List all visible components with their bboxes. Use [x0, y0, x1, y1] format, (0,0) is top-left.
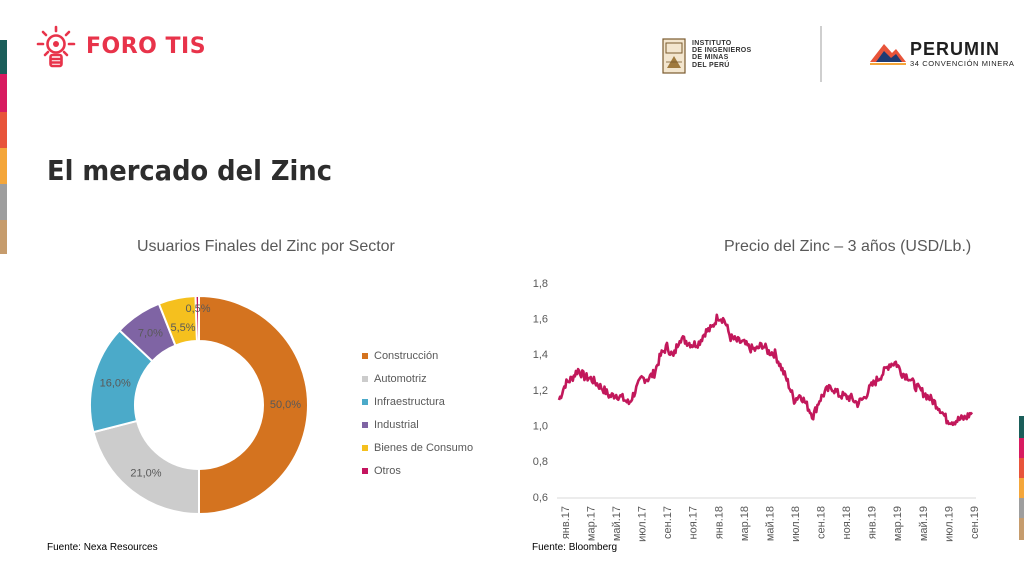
stripe-segment	[1019, 438, 1024, 458]
legend-label: Bienes de Consumo	[374, 441, 474, 454]
legend-item: Bienes de Consumo	[362, 436, 473, 459]
x-tick-label: май.18	[764, 506, 776, 541]
donut-slice	[194, 294, 200, 343]
slice-data-label: 16,0%	[100, 377, 131, 389]
x-tick-label: ноя.18	[841, 506, 853, 539]
zinc-price-line	[557, 313, 974, 427]
legend-item: Otros	[362, 459, 473, 482]
legend-label: Otros	[374, 464, 401, 477]
slice-data-label: 0,5%	[185, 303, 210, 315]
mountain-logo-icon	[870, 44, 906, 65]
x-tick-label: мар.19	[892, 506, 904, 541]
stripe-segment	[1019, 518, 1024, 540]
legend-swatch	[362, 444, 368, 451]
x-tick-label: сен.18	[816, 506, 828, 539]
stripe-segment	[1019, 478, 1024, 498]
stripe-segment	[0, 112, 7, 148]
line-chart-title: Precio del Zinc – 3 años (USD/Lb.)	[724, 238, 972, 255]
stripe-segment	[0, 184, 7, 220]
institute-line: INSTITUTO	[692, 40, 732, 47]
stripe-segment	[0, 74, 7, 112]
source-note: Fuente: Bloomberg	[532, 542, 618, 553]
slice-data-label: 5,5%	[170, 322, 195, 334]
y-tick-label: 1,8	[533, 278, 548, 290]
brand-name: FORO TIS	[86, 34, 207, 59]
page-title: El mercado del Zinc	[47, 154, 332, 187]
y-tick-label: 0,8	[533, 456, 548, 468]
x-tick-label: июл.17	[637, 506, 649, 542]
donut-slice	[198, 294, 309, 516]
x-tick-label: ноя.17	[688, 506, 700, 539]
x-tick-label: мар.18	[739, 506, 751, 541]
institute-name: INSTITUTO DE INGENIEROS DE MINAS DEL PER…	[692, 40, 752, 69]
lightbulb-logo-icon	[36, 25, 76, 68]
legend-label: Construcción	[374, 349, 439, 362]
stripe-segment	[0, 148, 7, 184]
x-tick-label: июл.19	[943, 506, 955, 542]
legend-label: Industrial	[374, 418, 419, 431]
legend-swatch	[362, 375, 368, 382]
legend-swatch	[362, 398, 368, 405]
y-tick-label: 1,2	[533, 385, 548, 397]
y-tick-label: 1,4	[533, 349, 548, 361]
x-tick-label: май.17	[611, 506, 623, 541]
y-tick-label: 0,6	[533, 492, 548, 504]
source-note: Fuente: Nexa Resources	[47, 542, 158, 553]
stripe-segment	[1019, 498, 1024, 518]
perumin-subtitle: 34 CONVENCIÓN MINERA	[910, 59, 1015, 68]
donut-chart-title: Usuarios Finales del Zinc por Sector	[137, 238, 395, 255]
x-tick-label: янв.19	[867, 506, 879, 539]
legend-item: Industrial	[362, 413, 473, 436]
slice-data-label: 50,0%	[270, 399, 301, 411]
stripe-segment	[1019, 458, 1024, 478]
legend-label: Automotriz	[374, 372, 427, 385]
legend-item: Automotriz	[362, 367, 473, 390]
slice-data-label: 7,0%	[138, 327, 163, 339]
y-tick-label: 1,0	[533, 421, 548, 433]
institute-line: DEL PERÚ	[692, 61, 730, 69]
x-tick-label: сен.19	[969, 506, 981, 539]
donut-legend: Construcción Automotriz Infraestructura Ind…	[362, 344, 473, 482]
legend-item: Construcción	[362, 344, 473, 367]
stripe-segment	[1019, 416, 1024, 438]
institute-line: DE MINAS	[692, 54, 729, 62]
perumin-name: PERUMIN	[910, 39, 1001, 59]
x-tick-label: сен.17	[662, 506, 674, 539]
x-tick-label: мар.17	[585, 506, 597, 541]
legend-swatch	[362, 467, 368, 474]
stripe-segment	[0, 220, 7, 254]
legend-swatch	[362, 421, 368, 428]
institute-line: DE INGENIEROS	[692, 47, 752, 55]
legend-label: Infraestructura	[374, 395, 445, 408]
y-tick-label: 1,6	[533, 314, 548, 326]
legend-swatch	[362, 352, 368, 359]
slice-data-label: 21,0%	[130, 467, 161, 479]
stripe-segment	[0, 40, 7, 74]
x-tick-label: янв.17	[560, 506, 572, 539]
x-tick-label: май.19	[918, 506, 930, 541]
x-tick-label: июл.18	[790, 506, 802, 542]
header-divider	[820, 26, 822, 82]
legend-item: Infraestructura	[362, 390, 473, 413]
institute-crest-icon	[662, 38, 686, 74]
x-tick-label: янв.18	[713, 506, 725, 539]
